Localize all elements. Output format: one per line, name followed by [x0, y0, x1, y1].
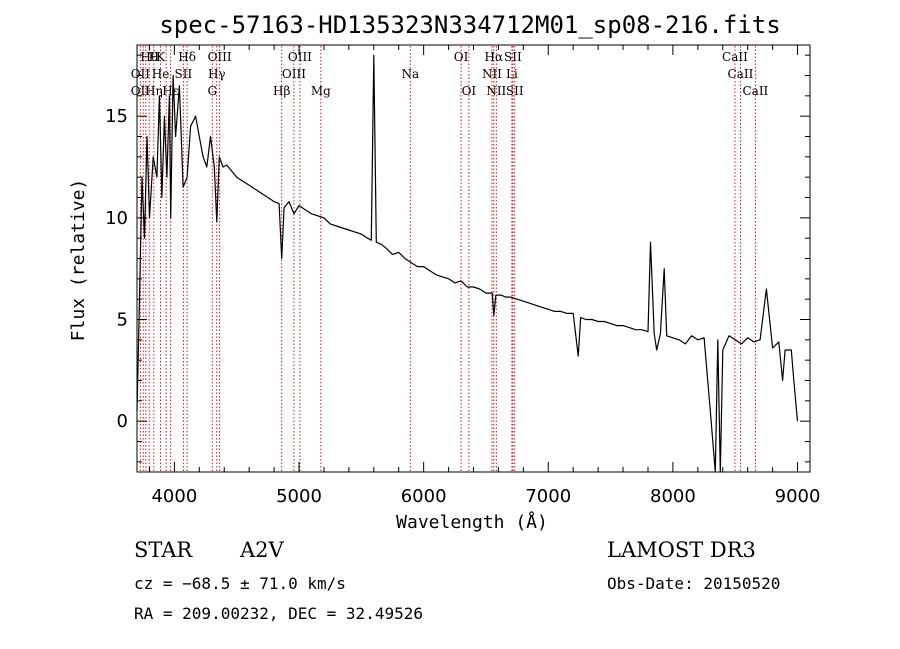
line-label: OII	[131, 67, 151, 81]
emission-line-markers	[139, 46, 756, 471]
x-tick-label: 5000	[276, 486, 322, 507]
redshift-velocity: cz = −68.5 ± 71.0 km/s	[134, 574, 346, 593]
line-label: H	[149, 50, 159, 64]
line-label: Na	[401, 67, 419, 81]
line-label: Hθ	[140, 50, 158, 64]
line-label: Li	[506, 67, 518, 81]
line-label: OII	[131, 84, 151, 98]
line-label: CaII	[742, 84, 768, 98]
x-tick-label: 7000	[525, 486, 571, 507]
line-label: Hγ	[208, 67, 226, 81]
line-label: SII	[175, 67, 193, 81]
line-label: OIII	[288, 50, 312, 64]
spectrum-series	[136, 54, 799, 473]
line-label: OIII	[208, 50, 232, 64]
x-tick-label: 8000	[650, 486, 696, 507]
object-class: STAR	[134, 538, 193, 562]
line-label: G	[207, 84, 217, 98]
survey-name: LAMOST DR3	[607, 538, 756, 562]
line-label: Hη	[145, 84, 163, 98]
line-label: Hε	[162, 84, 179, 98]
x-axis-label: Wavelength (Å)	[396, 511, 548, 533]
plot-frame	[136, 44, 811, 473]
line-label: Hδ	[178, 50, 196, 64]
line-label: K	[156, 50, 166, 64]
line-label: OIII	[282, 67, 306, 81]
line-label: CaII	[722, 50, 748, 64]
line-label: SII	[506, 84, 524, 98]
y-axis-ticks: 0 5 10 15	[105, 54, 810, 463]
observation-date: Obs-Date: 20150520	[607, 574, 781, 593]
sky-coordinates: RA = 209.00232, DEC = 32.49526	[134, 604, 423, 623]
spectrum-line	[136, 54, 799, 473]
line-label: Hβ	[273, 84, 290, 98]
y-tick-label: 0	[117, 411, 128, 432]
line-label: NII	[486, 84, 506, 98]
x-tick-label: 9000	[775, 486, 821, 507]
line-label: He	[152, 67, 170, 81]
x-tick-label: 4000	[151, 486, 197, 507]
y-tick-label: 5	[117, 310, 128, 331]
object-subclass: A2V	[240, 538, 284, 562]
line-label: Hα	[485, 50, 504, 64]
x-tick-label: 6000	[401, 486, 447, 507]
chart-title: spec-57163-HD135323N334712M01_sp08-216.f…	[159, 11, 780, 39]
line-label: NII	[482, 67, 502, 81]
line-label: OI	[454, 50, 469, 64]
y-tick-label: 10	[105, 208, 128, 229]
x-axis-ticks: 4000 5000 6000 7000 8000 9000	[148, 45, 821, 507]
line-label: OI	[462, 84, 477, 98]
y-axis-label: Flux (relative)	[68, 179, 89, 342]
line-label: Mg	[311, 84, 331, 98]
line-label: SII	[504, 50, 522, 64]
line-label: CaII	[728, 67, 754, 81]
y-tick-label: 15	[105, 106, 128, 127]
